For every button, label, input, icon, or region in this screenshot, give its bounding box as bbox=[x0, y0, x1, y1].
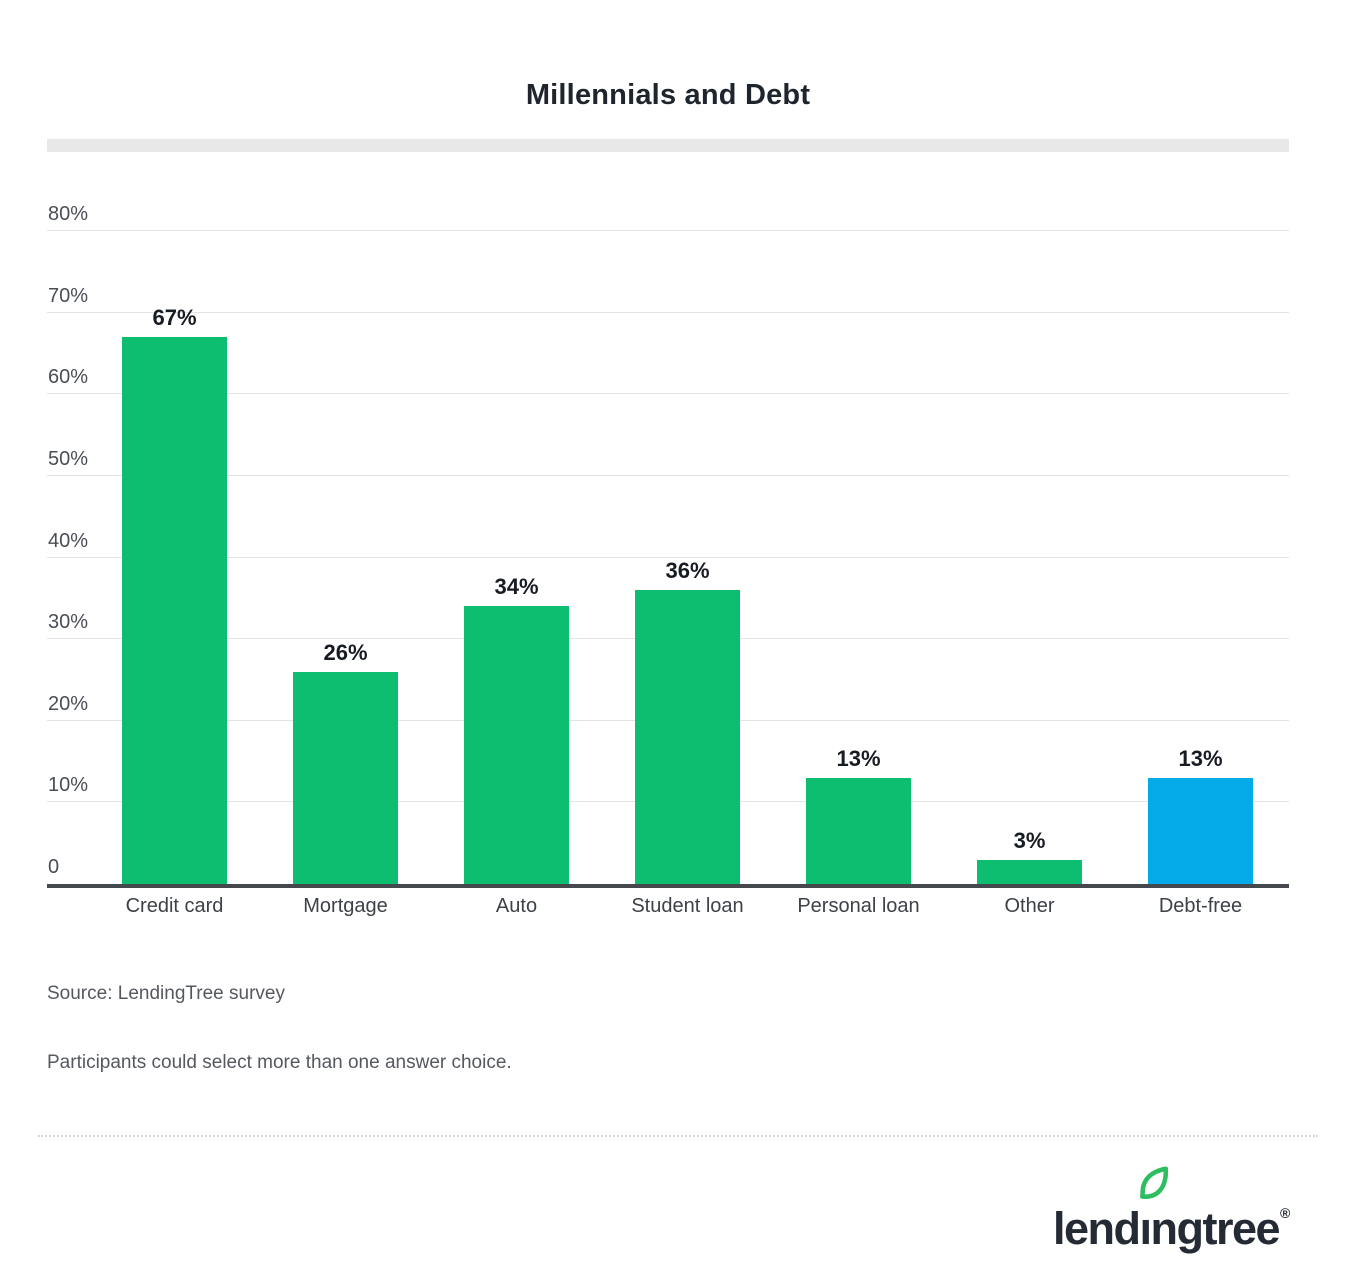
bar-slot-student-loan: 36% bbox=[602, 231, 773, 884]
bar-value-credit-card: 67% bbox=[152, 305, 197, 331]
bar-credit-card: 67% bbox=[122, 305, 227, 884]
source-note: Source: LendingTree survey bbox=[47, 983, 285, 1004]
title-underline-band bbox=[47, 139, 1289, 152]
y-tick-label-70: 70% bbox=[48, 284, 89, 307]
bar-value-auto: 34% bbox=[494, 574, 539, 600]
bar-other: 3% bbox=[977, 828, 1082, 884]
bar-value-mortgage: 26% bbox=[323, 639, 368, 665]
y-tick-label-0: 0 bbox=[48, 856, 60, 878]
y-tick-label-30: 30% bbox=[48, 611, 89, 634]
bars-row: 67% 26% 34% 36% 13% 3% 13% bbox=[89, 231, 1286, 884]
gridline-80 bbox=[47, 230, 1289, 231]
gridline-40 bbox=[47, 556, 1289, 558]
x-category-label-student-loan: Student loan bbox=[631, 895, 744, 917]
leaf-icon bbox=[1137, 1165, 1171, 1202]
page-title: Millennials and Debt bbox=[525, 79, 811, 111]
bar-mortgage: 26% bbox=[293, 640, 398, 884]
bar-student-loan: 36% bbox=[635, 558, 740, 884]
footer-divider bbox=[38, 1135, 1318, 1137]
y-tick-label-40: 40% bbox=[48, 529, 89, 552]
y-tick-label-50: 50% bbox=[48, 447, 89, 470]
bar-auto: 34% bbox=[464, 574, 569, 884]
x-category-label-other: Other bbox=[1004, 895, 1055, 917]
x-category-label-debt-free: Debt-free bbox=[1158, 895, 1243, 917]
participants-note: Participants could select more than one … bbox=[47, 1052, 512, 1073]
bar-slot-mortgage: 26% bbox=[260, 231, 431, 884]
gridline-60 bbox=[47, 393, 1289, 395]
bar-value-other: 3% bbox=[1013, 827, 1046, 853]
bar-slot-personal-loan: 13% bbox=[773, 231, 944, 884]
lendingtree-logo: lendıngtree® bbox=[1053, 1166, 1290, 1254]
y-tick-label-20: 20% bbox=[48, 692, 89, 715]
x-category-label-auto: Auto bbox=[495, 895, 538, 917]
bar-slot-other: 3% bbox=[944, 231, 1115, 884]
bar-value-debt-free: 13% bbox=[1178, 745, 1223, 771]
x-category-label-mortgage: Mortgage bbox=[303, 895, 388, 917]
lendingtree-wordmark: lendıngtree® bbox=[1053, 1203, 1291, 1254]
bar-debt-free: 13% bbox=[1148, 746, 1253, 884]
bar-value-student-loan: 36% bbox=[665, 558, 710, 584]
y-tick-label-80: 80% bbox=[48, 203, 89, 225]
bar-slot-debt-free: 13% bbox=[1115, 231, 1286, 884]
registered-mark: ® bbox=[1280, 1205, 1291, 1221]
y-tick-label-60: 60% bbox=[48, 366, 89, 389]
x-axis-line bbox=[47, 884, 1289, 888]
x-category-label-personal-loan: Personal loan bbox=[797, 895, 920, 917]
bar-personal-loan: 13% bbox=[806, 746, 911, 884]
bar-value-personal-loan: 13% bbox=[836, 745, 881, 771]
gridline-50 bbox=[47, 474, 1289, 476]
x-category-label-credit-card: Credit card bbox=[125, 895, 224, 917]
bar-slot-auto: 34% bbox=[431, 231, 602, 884]
y-tick-label-10: 10% bbox=[48, 774, 89, 797]
bar-slot-credit-card: 67% bbox=[89, 231, 260, 884]
bar-chart: 0 10% 20% 30% 40% 50% 60% 70% 80% 67% 26% 34% 36% 13… bbox=[47, 204, 1289, 917]
x-axis-labels: Credit card Mortgage Auto Student loan Perso… bbox=[89, 894, 1286, 918]
gridline-70 bbox=[47, 311, 1289, 313]
